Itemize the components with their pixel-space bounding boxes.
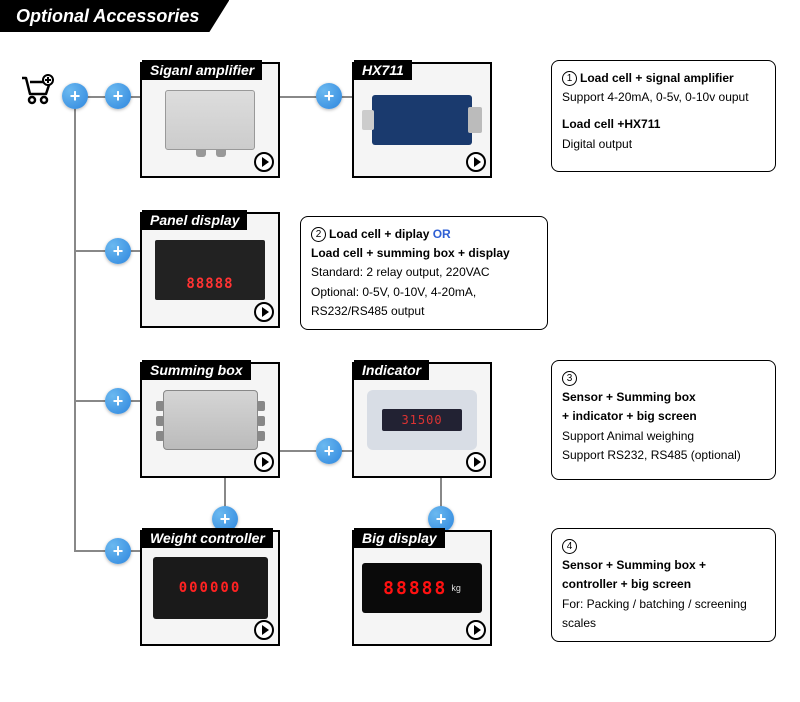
card-hx711[interactable]: HX711 <box>352 62 492 178</box>
connector-line <box>130 550 140 552</box>
header: Optional Accessories <box>0 0 800 32</box>
info-line: Digital output <box>562 135 765 154</box>
info-line: Support 4-20mA, 0-5v, 0-10v ouput <box>562 88 765 107</box>
play-icon[interactable] <box>466 452 486 472</box>
info-line: Standard: 2 relay output, 220VAC <box>311 263 537 282</box>
info-heading: Load cell + signal amplifier <box>580 71 734 85</box>
plus-icon[interactable] <box>105 538 131 564</box>
plus-icon[interactable] <box>105 238 131 264</box>
card-weight-controller[interactable]: Weight controller 000000 <box>140 530 280 646</box>
info-heading: Sensor + Summing box + <box>562 558 706 572</box>
info-heading: Load cell + diplay <box>329 227 429 241</box>
card-title: Summing box <box>142 360 251 380</box>
card-panel-display[interactable]: Panel display 88888 <box>140 212 280 328</box>
info-heading: controller + big screen <box>562 577 691 591</box>
circled-number: 1 <box>562 71 577 86</box>
info-box-1: 1Load cell + signal amplifier Support 4-… <box>551 60 776 172</box>
connector-line <box>74 550 108 552</box>
info-line: Support RS232, RS485 (optional) <box>562 446 765 465</box>
digits: 88888 <box>383 578 447 599</box>
card-title: HX711 <box>354 60 412 80</box>
info-box-3: 3 Sensor + Summing box + indicator + big… <box>551 360 776 480</box>
connector-line <box>130 250 140 252</box>
info-line: Support Animal weighing <box>562 427 765 446</box>
play-icon[interactable] <box>254 620 274 640</box>
info-heading: Sensor + Summing box <box>562 390 696 404</box>
info-box-4: 4 Sensor + Summing box + controller + bi… <box>551 528 776 642</box>
card-title: Weight controller <box>142 528 273 548</box>
digits: 000000 <box>179 580 242 596</box>
unit-label: kg <box>451 583 461 593</box>
card-title: Big display <box>354 528 445 548</box>
plus-icon[interactable] <box>316 83 342 109</box>
header-title: Optional Accessories <box>0 0 229 32</box>
card-title: Siganl amplifier <box>142 60 262 80</box>
connector-line <box>74 250 108 252</box>
info-line: Optional: 0-5V, 0-10V, 4-20mA, <box>311 283 537 302</box>
connector-line <box>74 96 76 551</box>
connector-line <box>280 450 318 452</box>
digits: 88888 <box>186 276 233 292</box>
play-icon[interactable] <box>254 152 274 172</box>
plus-icon[interactable] <box>62 83 88 109</box>
diagram-canvas: Siganl amplifier HX711 Panel display 888… <box>0 50 800 702</box>
digits: 31500 <box>382 409 462 431</box>
info-line: For: Packing / batching / screening scal… <box>562 595 765 633</box>
connector-line <box>130 400 140 402</box>
connector-line <box>130 96 140 98</box>
play-icon[interactable] <box>466 152 486 172</box>
plus-icon[interactable] <box>316 438 342 464</box>
play-icon[interactable] <box>254 302 274 322</box>
info-heading: Load cell + summing box + display <box>311 246 510 260</box>
card-indicator[interactable]: Indicator 31500 <box>352 362 492 478</box>
connector-line <box>74 400 108 402</box>
card-title: Panel display <box>142 210 247 230</box>
circled-number: 3 <box>562 371 577 386</box>
connector-line <box>280 96 318 98</box>
circled-number: 2 <box>311 227 326 242</box>
card-big-display[interactable]: Big display 88888 kg <box>352 530 492 646</box>
or-label: OR <box>433 227 451 241</box>
plus-icon[interactable] <box>105 388 131 414</box>
info-box-2: 2Load cell + diplay OR Load cell + summi… <box>300 216 548 330</box>
card-summing-box[interactable]: Summing box <box>140 362 280 478</box>
play-icon[interactable] <box>254 452 274 472</box>
play-icon[interactable] <box>466 620 486 640</box>
cart-icon <box>18 72 54 108</box>
card-signal-amplifier[interactable]: Siganl amplifier <box>140 62 280 178</box>
plus-icon[interactable] <box>105 83 131 109</box>
info-line: RS232/RS485 output <box>311 302 537 321</box>
info-heading: Load cell +HX711 <box>562 117 660 131</box>
info-heading: + indicator + big screen <box>562 409 697 423</box>
circled-number: 4 <box>562 539 577 554</box>
card-title: Indicator <box>354 360 429 380</box>
